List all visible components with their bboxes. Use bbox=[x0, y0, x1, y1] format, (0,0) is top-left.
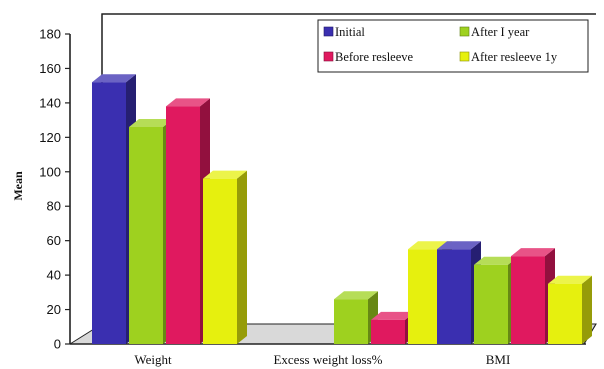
y-tick-label: 40 bbox=[47, 268, 61, 283]
y-axis-label: Mean bbox=[11, 171, 25, 201]
legend-item-after-1-year: After I year bbox=[459, 25, 530, 39]
y-tick-label: 140 bbox=[39, 95, 61, 110]
bar-after-resleeve-1y-2 bbox=[548, 275, 592, 344]
bars-group bbox=[92, 74, 592, 344]
y-tick-label: 20 bbox=[47, 302, 61, 317]
y-tick-label: 120 bbox=[39, 130, 61, 145]
legend-swatch bbox=[323, 26, 334, 37]
y-tick-label: 160 bbox=[39, 61, 61, 76]
legend-swatch bbox=[459, 26, 470, 37]
y-tick-label: 100 bbox=[39, 164, 61, 179]
legend-label: After I year bbox=[471, 25, 530, 39]
legend: Initial After I year Before resleeve After … bbox=[317, 19, 589, 73]
y-tick-label: 60 bbox=[47, 233, 61, 248]
x-tick-label: BMI bbox=[486, 352, 511, 367]
x-axis: Weight Excess weight loss% BMI bbox=[134, 352, 510, 367]
bar-after-1-year-1 bbox=[334, 291, 378, 344]
legend-item-after-resleeve-1y: After resleeve 1y bbox=[459, 50, 558, 64]
legend-label: After resleeve 1y bbox=[471, 50, 558, 64]
legend-label: Before resleeve bbox=[335, 50, 414, 64]
legend-box bbox=[317, 19, 589, 73]
x-tick-label: Weight bbox=[134, 352, 172, 367]
y-tick-label: 80 bbox=[47, 199, 61, 214]
legend-item-initial: Initial bbox=[323, 25, 365, 39]
y-tick-label: 0 bbox=[54, 337, 61, 352]
y-tick-label: 180 bbox=[39, 27, 61, 42]
y-axis: 0 20 40 60 80 100 120 140 160 180 bbox=[39, 27, 71, 352]
legend-label: Initial bbox=[335, 25, 365, 39]
legend-swatch bbox=[323, 51, 334, 62]
bar-initial-0 bbox=[92, 74, 136, 344]
legend-swatch bbox=[459, 51, 470, 62]
legend-item-before-resleeve: Before resleeve bbox=[323, 50, 414, 64]
x-tick-label: Excess weight loss% bbox=[273, 352, 382, 367]
bar-after-resleeve-1y-0 bbox=[203, 170, 247, 344]
